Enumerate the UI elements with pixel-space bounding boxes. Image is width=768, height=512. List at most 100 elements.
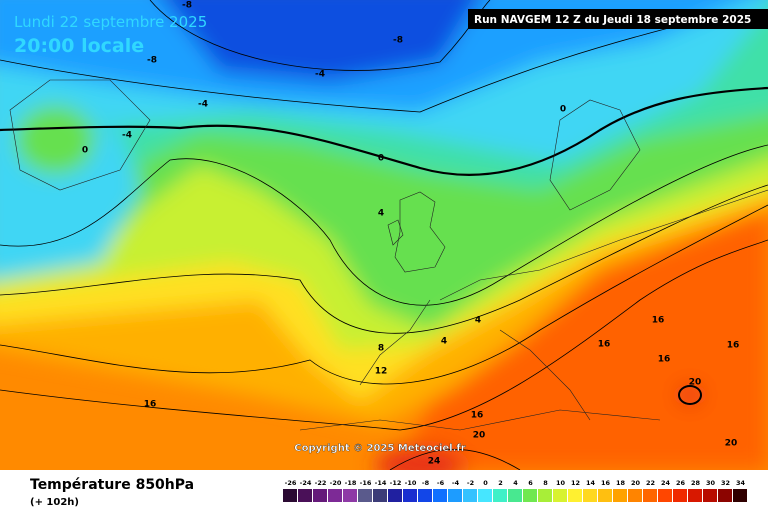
scale-label: 20 <box>631 479 641 487</box>
contour-label: 4 <box>441 337 447 347</box>
scale-swatch <box>388 489 402 502</box>
contour-label: 16 <box>144 400 157 410</box>
scale-swatch <box>433 489 447 502</box>
temperature-field: -8 -8 -8 -4 -4 -4 0 0 0 4 4 4 8 12 16 16 16 16 16 16 20 20 20 2… <box>0 0 768 470</box>
scale-label: -16 <box>360 479 372 487</box>
scale-label: 0 <box>483 479 488 487</box>
scale-label: 8 <box>543 479 548 487</box>
scale-swatch <box>448 489 462 502</box>
contour-label: 24 <box>428 457 441 467</box>
scale-swatch <box>598 489 612 502</box>
contour-label: -4 <box>315 70 325 80</box>
contour-label: 8 <box>378 344 384 354</box>
scale-swatch <box>328 489 342 502</box>
contour-label: 16 <box>658 355 671 365</box>
scale-label: 24 <box>661 479 671 487</box>
scale-swatch <box>463 489 477 502</box>
scale-label: 22 <box>646 479 655 487</box>
scale-label: -10 <box>405 479 417 487</box>
scale-label: 18 <box>616 479 626 487</box>
scale-label: -6 <box>437 479 445 487</box>
coastlines <box>9 79 768 431</box>
scale-swatch <box>628 489 642 502</box>
scale-swatch <box>658 489 672 502</box>
contour-label: 0 <box>560 105 566 115</box>
run-label: Run NAVGEM 12 Z du Jeudi 18 septembre 20… <box>474 14 751 26</box>
contour-labels: -8 -8 -8 -4 -4 -4 0 0 0 4 4 4 8 12 16 16 16 16 16 16 20 20 20 2… <box>82 1 739 467</box>
contour-label: -4 <box>122 131 132 141</box>
scale-label: 4 <box>513 479 518 487</box>
scale-label: -20 <box>330 479 342 487</box>
contour-label: 12 <box>375 367 388 377</box>
scale-label: 16 <box>601 479 611 487</box>
scale-label: 34 <box>736 479 746 487</box>
scale-swatch <box>523 489 537 502</box>
contour-label: 20 <box>725 439 738 449</box>
scale-swatch <box>643 489 657 502</box>
contour-label: 0 <box>378 154 384 164</box>
scale-label: -18 <box>345 479 357 487</box>
scale-swatch <box>688 489 702 502</box>
scale-label: -2 <box>467 479 474 487</box>
scale-swatch <box>733 489 747 502</box>
time-label: 20:00 locale <box>14 35 144 57</box>
contour-label: -4 <box>198 100 208 110</box>
scale-swatch <box>613 489 627 502</box>
scale-swatch <box>313 489 327 502</box>
scale-label: -24 <box>300 479 312 487</box>
contour-label: 16 <box>652 316 665 326</box>
contour-label: 16 <box>598 340 611 350</box>
contour-label: 16 <box>727 341 740 351</box>
contour-label: 0 <box>82 146 88 156</box>
zero-isotherm <box>0 86 768 177</box>
footer-lead: (+ 102h) <box>30 497 79 508</box>
date-label: Lundi 22 septembre 2025 <box>14 13 207 31</box>
color-scale: -26 -24 -22 -20 -18 -16 -14 -12 -10 -8 -6 -4 -2 0 2 4 6 8… <box>283 479 747 502</box>
scale-label: 14 <box>586 479 596 487</box>
scale-label: 28 <box>691 479 701 487</box>
copyright: Copyright © 2025 Meteociel.fr <box>294 443 465 454</box>
contour-label: 16 <box>471 411 484 421</box>
contour-label: -8 <box>182 1 192 11</box>
contour-label: 20 <box>689 378 702 388</box>
scale-label: 12 <box>571 479 580 487</box>
scale-label: 32 <box>721 479 730 487</box>
scale-swatch <box>373 489 387 502</box>
isotherm-20 <box>678 385 702 405</box>
scale-swatch <box>493 489 507 502</box>
scale-swatch <box>583 489 597 502</box>
contour-label: -8 <box>147 56 157 66</box>
contour-label: 4 <box>378 209 384 219</box>
scale-swatch <box>283 489 297 502</box>
scale-label: -22 <box>315 479 327 487</box>
scale-swatch <box>418 489 432 502</box>
scale-swatch <box>718 489 732 502</box>
contour-label: 4 <box>475 316 481 326</box>
scale-swatch <box>508 489 522 502</box>
scale-label: -8 <box>422 479 430 487</box>
scale-swatch <box>553 489 567 502</box>
scale-swatch <box>478 489 492 502</box>
scale-label: -4 <box>452 479 460 487</box>
contour-label: -8 <box>393 36 403 46</box>
scale-swatch <box>358 489 372 502</box>
scale-swatch <box>673 489 687 502</box>
scale-swatch <box>538 489 552 502</box>
footer-title: Température 850hPa <box>30 477 194 493</box>
scale-label: -26 <box>285 479 297 487</box>
scale-swatch <box>343 489 357 502</box>
scale-label: 2 <box>498 479 503 487</box>
scale-swatch <box>298 489 312 502</box>
scale-label: -14 <box>375 479 387 487</box>
scale-label: -12 <box>390 479 402 487</box>
run-box <box>468 9 768 29</box>
scale-label: 30 <box>706 479 716 487</box>
scale-swatch <box>568 489 582 502</box>
scale-swatch <box>403 489 417 502</box>
scale-label: 10 <box>556 479 566 487</box>
scale-label: 26 <box>676 479 686 487</box>
scale-swatch <box>703 489 717 502</box>
contour-label: 20 <box>473 431 486 441</box>
